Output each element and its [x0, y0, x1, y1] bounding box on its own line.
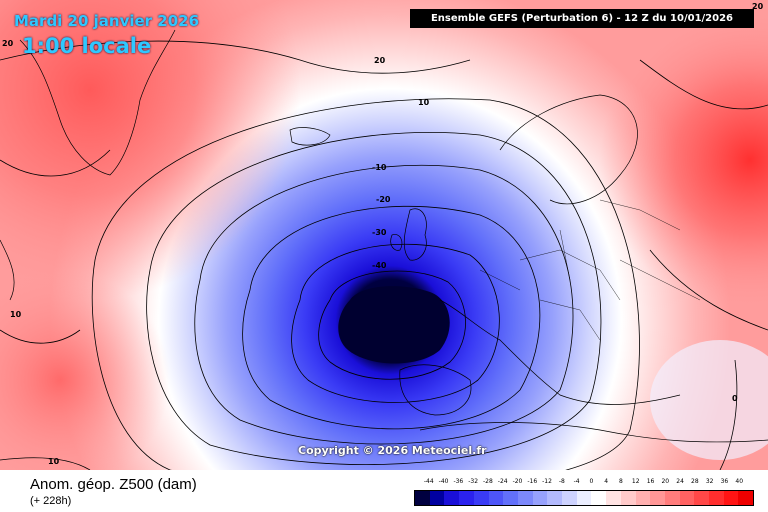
legend-swatch: [620, 491, 636, 505]
legend-swatch: [459, 491, 474, 505]
legend-swatch: [532, 491, 548, 505]
contour-label: 10: [10, 310, 22, 319]
low-center: [338, 286, 450, 364]
contour-label: 0: [732, 394, 738, 403]
legend-tick-labels: -44 -40 -36 -32 -28 -24 -20 -16 -12 -8 -4 0 4 8 12 16 20…: [414, 478, 754, 488]
britain-coast: [403, 208, 427, 261]
legend-swatch: [488, 491, 504, 505]
legend-tick: 0: [589, 478, 594, 485]
legend-tick: 4: [604, 478, 609, 485]
contour-lines: [0, 40, 768, 470]
lead-time: (+ 228h): [30, 495, 72, 507]
legend-swatch: [503, 491, 518, 505]
coastlines: [0, 29, 768, 443]
legend-swatch: [576, 491, 592, 505]
legend-swatch: [591, 491, 607, 505]
legend-swatch: [664, 491, 680, 505]
legend-swatch: [429, 491, 445, 505]
contour-label: -20: [376, 195, 391, 204]
legend-tick: 24: [676, 478, 684, 485]
legend-tick: -40: [438, 478, 449, 485]
contour-label: -30: [372, 228, 387, 237]
south-east-pale-area: [650, 340, 768, 460]
legend-swatch: [606, 491, 621, 505]
contour-label: 20: [374, 56, 386, 65]
legend-swatch: [635, 491, 651, 505]
copyright: Copyright © 2026 Meteociel.fr: [298, 444, 487, 457]
legend-tick: -24: [497, 478, 508, 485]
europe-coast: [439, 299, 681, 405]
legend-tick: 28: [691, 478, 699, 485]
legend-tick: 12: [631, 478, 640, 485]
labrador-coast: [0, 239, 15, 301]
legend-tick: 8: [619, 478, 623, 485]
legend-tick: -8: [558, 478, 565, 485]
legend-swatch: [517, 491, 533, 505]
legend-swatch: [738, 491, 754, 505]
valid-time: 1:00 locale: [22, 34, 152, 58]
contour-label: 10: [418, 98, 430, 107]
legend-tick: -16: [527, 478, 538, 485]
legend-tick: 40: [735, 478, 744, 485]
legend-tick: -12: [542, 478, 552, 485]
country-borders: [479, 199, 701, 341]
legend-swatch: [709, 491, 724, 505]
field-title: Anom. géop. Z500 (dam): [30, 476, 197, 493]
legend-swatch: [723, 491, 739, 505]
contour-label: -10: [372, 163, 387, 172]
legend-swatch: [547, 491, 563, 505]
legend-swatch: [444, 491, 460, 505]
southwest-high: [0, 0, 768, 470]
legend-tick: -44: [423, 478, 434, 485]
legend-tick: -28: [483, 478, 493, 485]
run-info-banner: Ensemble GEFS (Perturbation 6) - 12 Z du…: [410, 9, 754, 28]
ireland-coast: [390, 234, 403, 251]
greenland-coast: [19, 29, 176, 176]
legend-tick: -4: [573, 478, 580, 485]
iceland-coast: [289, 127, 331, 146]
legend-tick: -20: [512, 478, 523, 485]
legend-swatch: [415, 491, 430, 505]
legend-tick: 20: [661, 478, 670, 485]
africa-coast: [419, 422, 768, 443]
run-info-text: Ensemble GEFS (Perturbation 6) - 12 Z du…: [430, 13, 734, 24]
legend-swatch: [473, 491, 489, 505]
contour-label: 10: [48, 457, 60, 466]
legend-tick: 36: [720, 478, 729, 485]
legend-swatch: [679, 491, 695, 505]
legend-swatch: [694, 491, 710, 505]
anomaly-map: 20 20 20 10 10 10 -10 -20 -30 -40 0: [0, 0, 768, 470]
iberia-coast: [399, 364, 472, 416]
legend-tick: 16: [646, 478, 655, 485]
legend-swatch: [562, 491, 577, 505]
contour-label: 20: [2, 39, 14, 48]
legend-swatch: [650, 491, 665, 505]
scandinavia-coast: [499, 94, 638, 205]
valid-date: Mardi 20 janvier 2026: [14, 12, 200, 30]
color-legend: [414, 490, 754, 506]
contour-label: 20: [752, 2, 764, 11]
legend-tick: 32: [705, 478, 714, 485]
legend-tick: -32: [468, 478, 479, 485]
contour-label: -40: [372, 261, 387, 270]
legend-tick: -36: [453, 478, 464, 485]
